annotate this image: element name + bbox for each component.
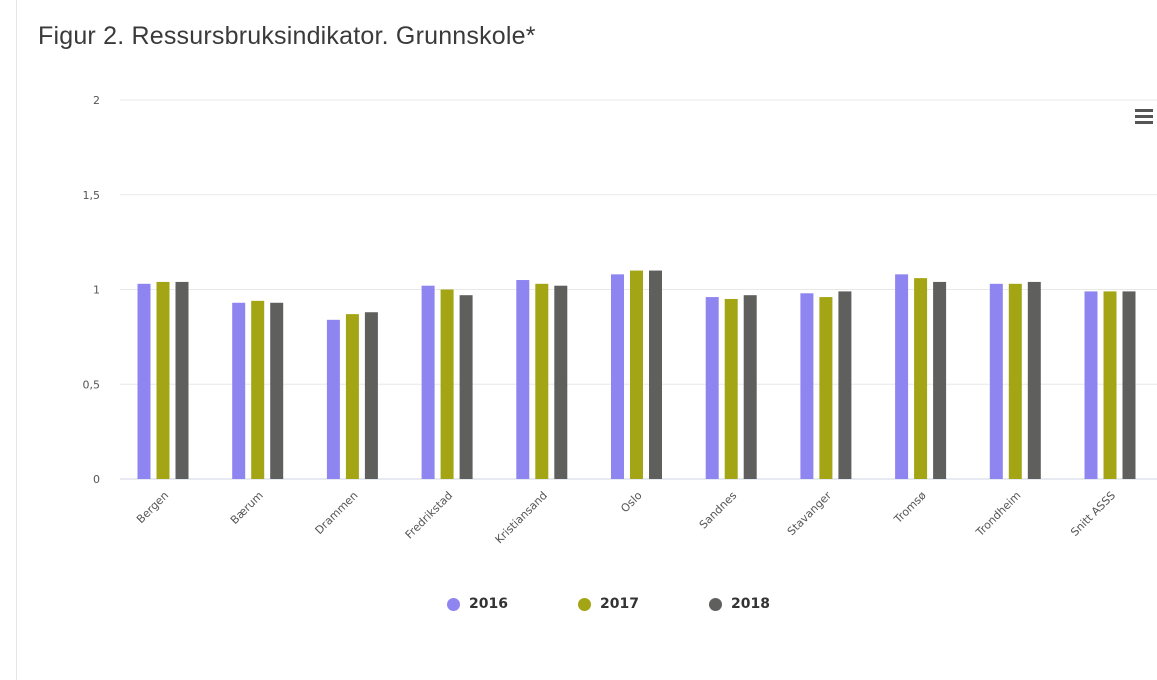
legend-item-2017[interactable]: 2017	[578, 596, 639, 612]
y-tick-label: 0,5	[83, 378, 101, 391]
bar-2016[interactable]	[137, 283, 151, 479]
x-category-label: Sandnes	[697, 489, 740, 532]
legend-label: 2018	[730, 596, 770, 612]
x-category-label: Kristiansand	[493, 489, 550, 546]
y-tick-label: 0	[93, 473, 100, 486]
x-category-label: Oslo	[618, 489, 644, 515]
chart-legend: 2016 2017 2018	[0, 596, 1157, 612]
bar-2018[interactable]	[175, 281, 189, 479]
y-tick-label: 1,5	[83, 189, 101, 202]
bar-2016[interactable]	[611, 274, 624, 479]
x-category-label: Bærum	[228, 489, 266, 527]
legend-marker-icon	[578, 597, 592, 611]
bar-2018[interactable]	[459, 295, 473, 479]
x-category-label: Bergen	[134, 489, 171, 526]
bar-2018[interactable]	[364, 312, 378, 479]
legend-item-2018[interactable]: 2018	[708, 596, 770, 612]
legend-label: 2016	[469, 596, 509, 612]
bar-2016[interactable]	[800, 293, 814, 479]
hamburger-menu-icon[interactable]	[1135, 108, 1153, 126]
bar-2017[interactable]	[630, 270, 643, 479]
bar-2016[interactable]	[895, 274, 909, 479]
bar-2017[interactable]	[440, 289, 454, 480]
bar-2016[interactable]	[516, 280, 530, 479]
bar-2017[interactable]	[1103, 291, 1117, 479]
x-category-label: Stavanger	[785, 489, 835, 539]
bar-2016[interactable]	[326, 319, 340, 479]
bar-2018[interactable]	[743, 295, 757, 479]
bar-2017[interactable]	[914, 278, 928, 479]
legend-item-2016[interactable]: 2016	[447, 596, 508, 612]
x-category-label: Trondheim	[973, 489, 1024, 540]
bar-2018[interactable]	[270, 302, 284, 479]
y-tick-label: 2	[93, 94, 100, 107]
legend-marker-icon	[447, 597, 461, 611]
bar-2017[interactable]	[345, 314, 359, 479]
legend-label: 2017	[600, 596, 639, 612]
bar-2016[interactable]	[989, 283, 1003, 479]
bar-2016[interactable]	[1084, 291, 1098, 479]
bar-2017[interactable]	[535, 283, 549, 479]
bar-2018[interactable]	[1027, 281, 1041, 479]
bar-2017[interactable]	[251, 300, 265, 479]
x-category-label: Drammen	[313, 489, 361, 537]
bar-2016[interactable]	[421, 285, 435, 479]
left-border	[16, 0, 17, 680]
bar-chart: 0 0,5 1 1,5 2 Bergen Bærum Drammen Fredrikstad Kr…	[83, 94, 1157, 546]
x-category-label: Snitt ASSS	[1068, 489, 1118, 539]
bar-2016[interactable]	[232, 302, 246, 479]
y-tick-label: 1	[93, 284, 100, 297]
bar-2017[interactable]	[1008, 283, 1022, 479]
bar-2018[interactable]	[649, 270, 662, 479]
bar-2018[interactable]	[838, 291, 852, 479]
bar-2017[interactable]	[819, 297, 833, 479]
x-category-label: Tromsø	[891, 489, 929, 527]
bar-2017[interactable]	[156, 281, 170, 479]
legend-marker-icon	[708, 597, 722, 611]
bar-2018[interactable]	[1122, 291, 1136, 479]
bar-2018[interactable]	[933, 281, 947, 479]
x-category-label: Fredrikstad	[403, 489, 456, 542]
figure-title: Figur 2. Ressursbruksindikator. Grunnsko…	[38, 22, 536, 50]
bar-2017[interactable]	[724, 298, 738, 479]
bar-2016[interactable]	[705, 297, 719, 479]
bar-2018[interactable]	[554, 285, 568, 479]
